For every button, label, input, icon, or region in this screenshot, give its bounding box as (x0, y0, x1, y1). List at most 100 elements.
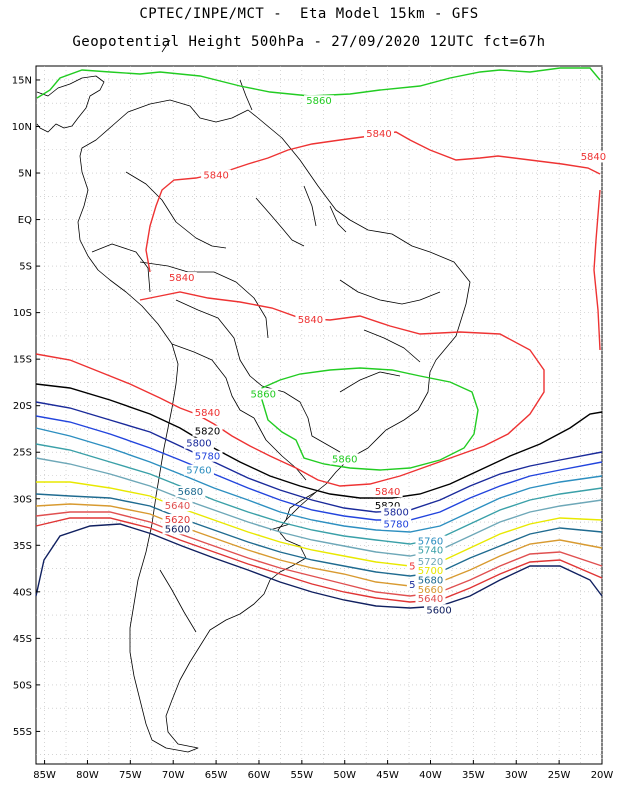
contour-label-5780: 5780 (383, 520, 408, 531)
contour-5720 (35, 457, 603, 557)
contour-label-bg (175, 486, 206, 498)
contour-label-5840: 5840 (203, 171, 228, 182)
contour-label-5600: 5600 (426, 605, 451, 616)
contour-label-5820: 5820 (195, 427, 220, 438)
contour-label-5620: 5620 (165, 515, 190, 526)
contour-label-5700: 5700 (418, 566, 443, 577)
lon-tick-label: 45W (376, 770, 399, 781)
contour-label-bg (166, 272, 197, 284)
longitude-labels: 85W 80W 75W 70W 65W 60W 55W 50W 45W 40W 35W 30W 25W 2… (33, 760, 613, 781)
contour-label-5860: 5860 (251, 389, 276, 400)
contour-5740 (35, 443, 603, 545)
contour-5840-sw (35, 353, 181, 409)
contour-5600 (35, 523, 603, 609)
contour-label-5720: 5720 (418, 557, 443, 568)
contour-label-bg (415, 565, 446, 577)
contour-labels: 5860 5860 5860 5840 5840 5840 5840 5840 5840 5840… (162, 95, 609, 616)
contour-label-bg (372, 500, 403, 512)
lat-tick-label: EQ (18, 215, 32, 226)
lat-tick-label: 45S (13, 634, 32, 645)
contour-label-5740: 5740 (418, 546, 443, 557)
lat-tick-label: 10S (13, 308, 32, 319)
lon-tick-label: 20W (591, 770, 614, 781)
lat-tick-label: 15S (13, 355, 32, 366)
contour-5860-north (36, 67, 601, 99)
contour-5680 (35, 493, 603, 577)
map-frame (35, 65, 603, 765)
contour-label-bg (372, 486, 403, 498)
contour-5840-east (593, 189, 601, 351)
contour-label-bg (192, 425, 223, 437)
contour-label-5680: 5680 (418, 576, 443, 587)
lat-tick-label: 40S (13, 587, 32, 598)
contour-label-bg (183, 437, 214, 449)
contour-label-bg (201, 169, 232, 181)
lon-tick-label: 80W (76, 770, 99, 781)
contour-label-bg (183, 464, 214, 476)
lon-tick-label: 35W (462, 770, 485, 781)
contour-label-bg (424, 604, 455, 616)
contour-label-5760: 5760 (186, 466, 211, 477)
contour-label-bg (415, 555, 446, 567)
lat-tick-label: 50S (13, 680, 32, 691)
contour-5620 (35, 517, 603, 603)
lon-tick-label: 75W (119, 770, 142, 781)
contour-5780 (35, 415, 603, 521)
contour-label-5800: 5800 (383, 508, 408, 519)
height-contours (35, 67, 603, 609)
contour-label-5840: 5840 (581, 152, 606, 163)
lat-tick-label: 25S (13, 448, 32, 459)
contour-5860-brazil (261, 367, 479, 471)
lat-tick-label: 30S (13, 494, 32, 505)
lon-tick-label: 50W (333, 770, 356, 781)
contour-label-5640: 5640 (418, 594, 443, 605)
contour-label-bg (381, 506, 412, 518)
lon-tick-label: 25W (548, 770, 571, 781)
contour-label-bg (162, 523, 193, 535)
contour-5840-mid (139, 291, 545, 487)
contour-5760 (35, 427, 603, 533)
lat-tick-label: 20S (13, 401, 32, 412)
contour-5840-north (145, 131, 601, 273)
contour-label-5600: 5600 (165, 524, 190, 535)
grid-lines (36, 66, 603, 764)
contour-5800 (35, 401, 603, 513)
contour-label-bg (381, 518, 412, 530)
contour-label-5860: 5860 (332, 455, 357, 466)
contour-label-5680: 5680 (178, 487, 203, 498)
contour-label-bg (415, 574, 446, 586)
contour-label-bg (329, 453, 360, 465)
contour-5820 (35, 383, 603, 499)
contour-label-bg (415, 583, 446, 595)
lat-tick-label: 35S (13, 541, 32, 552)
contour-label-bg (578, 151, 609, 163)
lon-tick-label: 70W (162, 770, 185, 781)
contour-label-bg (295, 313, 326, 325)
contour-label-bg (415, 593, 446, 605)
contour-label-bg (192, 450, 223, 462)
contour-label-bg (364, 127, 395, 139)
contour-label-5780: 5780 (195, 452, 220, 463)
contour-label-5860: 5860 (306, 96, 331, 107)
lat-tick-label: 10N (12, 122, 32, 133)
lat-tick-label: 15N (12, 75, 32, 86)
contour-5640 (35, 511, 603, 597)
lon-tick-label: 55W (291, 770, 314, 781)
contour-label-5840: 5840 (195, 408, 220, 419)
contour-label-bg (162, 514, 193, 526)
contour-label-5840: 5840 (375, 487, 400, 498)
contour-label-5840: 5840 (298, 315, 323, 326)
contour-label-5840: 5840 (169, 273, 194, 284)
contour-label-bg (415, 544, 446, 556)
lat-tick-label: 5S (19, 262, 32, 273)
contour-label-bg (304, 95, 334, 107)
contour-label-5820: 5820 (375, 501, 400, 512)
contour-label-5760: 5760 (418, 536, 443, 547)
lon-tick-label: 40W (419, 770, 442, 781)
contour-label-bg (248, 388, 279, 400)
lon-tick-label: 65W (205, 770, 228, 781)
lat-tick-label: 55S (13, 727, 32, 738)
contour-label-bg (415, 535, 446, 547)
contour-label-5840: 5840 (366, 129, 391, 140)
